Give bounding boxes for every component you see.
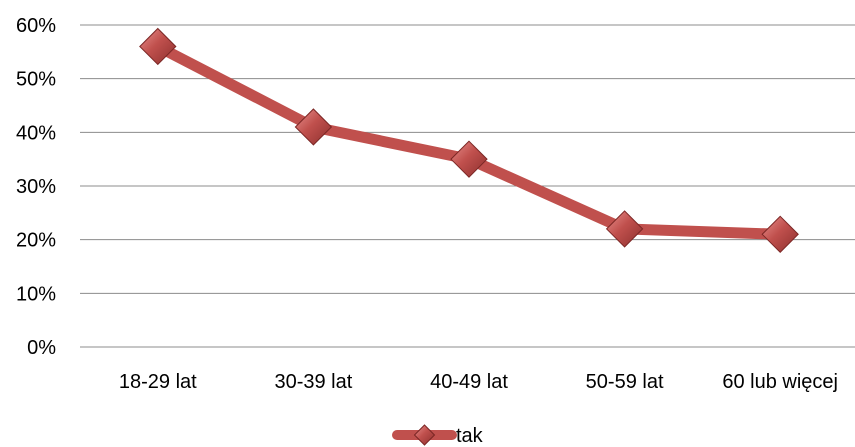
y-axis-tick-labels: 0% 10% 20% 30% 40% 50% 60% [16, 15, 56, 359]
y-tick-label: 40% [16, 122, 56, 144]
y-tick-label: 60% [16, 15, 56, 37]
series-tak [139, 27, 799, 254]
series-line [152, 40, 786, 240]
y-tick-label: 20% [16, 230, 56, 252]
legend-label: tak [456, 425, 484, 447]
x-tick-label: 60 lub więcej [722, 371, 838, 393]
y-tick-label: 10% [16, 283, 56, 305]
legend: tak [392, 424, 484, 447]
x-tick-label: 30-39 lat [274, 371, 352, 393]
y-tick-label: 0% [27, 337, 56, 359]
data-point-marker [450, 140, 488, 178]
data-point-marker [761, 215, 799, 254]
x-tick-label: 50-59 lat [586, 371, 664, 393]
y-tick-label: 50% [16, 69, 56, 91]
x-axis-tick-labels: 18-29 lat 30-39 lat 40-49 lat 50-59 lat 60 l… [119, 371, 838, 393]
x-tick-label: 18-29 lat [119, 371, 197, 393]
data-point-marker [605, 210, 644, 248]
gridlines [80, 24, 855, 348]
y-tick-label: 30% [16, 176, 56, 198]
x-tick-label: 40-49 lat [430, 371, 508, 393]
legend-marker-swatch [413, 424, 436, 446]
data-point-marker [139, 27, 177, 66]
data-point-marker [294, 108, 333, 146]
